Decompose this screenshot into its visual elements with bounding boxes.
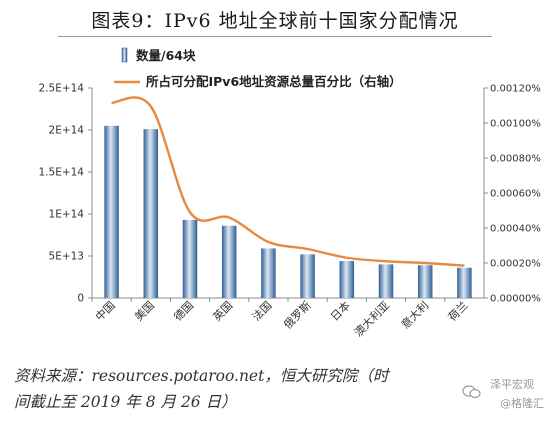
chart-title: 图表9：IPv6 地址全球前十国家分配情况: [91, 10, 459, 32]
source-line-1: 资料来源：resources.potaroo.net，恒大研究院（时: [14, 367, 389, 385]
right-tick-label: 0.00080%: [490, 154, 541, 165]
watermark-line-1: 泽平宏观: [490, 378, 534, 391]
right-tick-label: 0.00120%: [490, 84, 541, 95]
title-divider: [58, 36, 492, 37]
bar: [339, 261, 355, 298]
left-tick-label: 5E+13: [49, 251, 84, 263]
legend-bar-swatch: [121, 47, 128, 63]
left-tick-label: 2E+14: [49, 125, 85, 137]
category-label: 俄罗斯: [281, 299, 314, 332]
wechat-icon: [462, 385, 481, 399]
category-label: 澳大利亚: [351, 298, 392, 339]
right-tick-label: 0.00020%: [490, 259, 541, 270]
left-tick-label: 2.5E+14: [39, 83, 85, 95]
right-tick-label: 0.00000%: [490, 294, 541, 305]
bar: [417, 265, 433, 298]
right-tick-label: 0.00100%: [490, 119, 541, 130]
category-label: 英国: [210, 298, 235, 323]
category-label: 法国: [249, 298, 274, 323]
bar: [143, 129, 159, 298]
right-tick-label: 0.00040%: [490, 224, 541, 235]
category-label: 中国: [93, 299, 118, 324]
bar: [261, 248, 276, 298]
legend-line-label: 所占可分配IPv6地址资源总量百分比（右轴）: [146, 74, 402, 89]
bar: [457, 267, 472, 298]
bar: [300, 254, 315, 298]
right-tick-label: 0.00060%: [490, 189, 541, 200]
bar: [104, 125, 119, 298]
chart-area: 0 5E+13 1E+14 1.5E+14 2E+14 2.5E+14 0.00000% 0.…: [39, 47, 541, 339]
bar: [221, 225, 237, 298]
left-tick-label: 0: [77, 293, 84, 305]
category-label: 日本: [327, 298, 352, 323]
category-label: 荷兰: [446, 299, 471, 324]
left-tick-label: 1E+14: [49, 209, 85, 221]
percentage-line: [111, 96, 465, 267]
category-label: 美国: [132, 299, 157, 324]
watermark-line-2: @格隆汇: [500, 397, 544, 410]
category-label: 德国: [171, 298, 196, 323]
category-label: 意大利: [398, 298, 431, 331]
legend-bar-label: 数量/64块: [135, 48, 196, 63]
bar: [182, 219, 198, 298]
source-note: 资料来源：resources.potaroo.net，恒大研究院（时 间截止至 …: [14, 363, 484, 415]
source-line-2: 间截止至 2019 年 8 月 26 日）: [14, 393, 237, 411]
bar: [378, 264, 394, 298]
left-tick-label: 1.5E+14: [39, 167, 85, 179]
